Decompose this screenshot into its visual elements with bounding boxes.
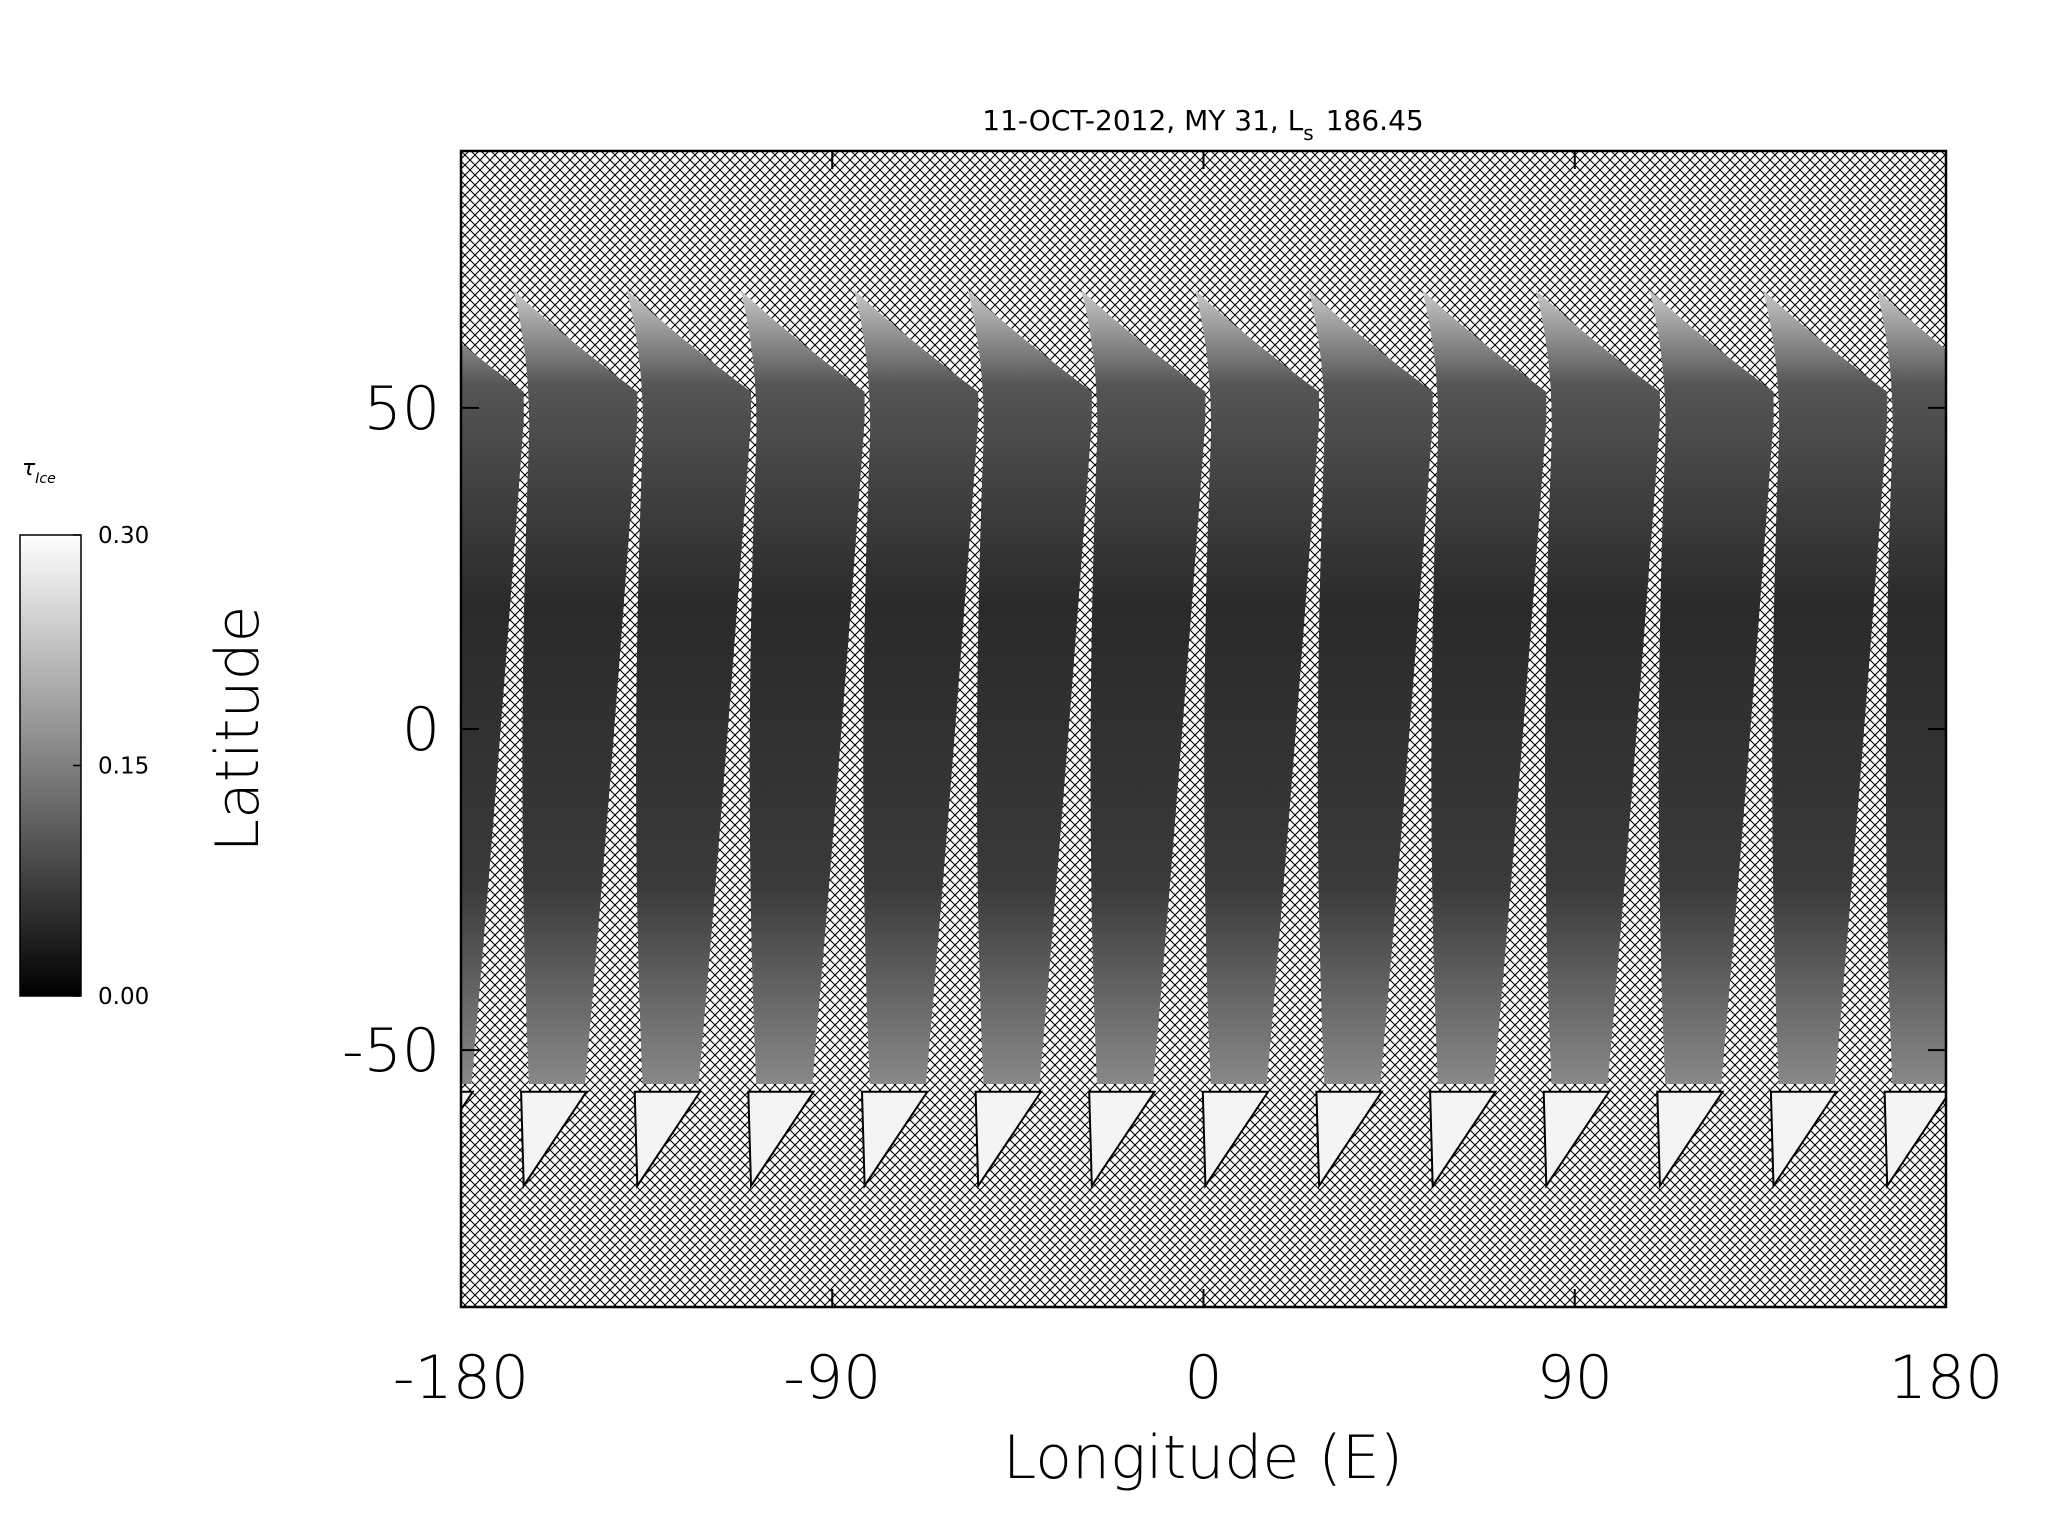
- colorbar-tick-label: 0.30: [98, 523, 149, 549]
- swath: [1195, 289, 1320, 1084]
- x-tick-label: -90: [783, 1343, 881, 1413]
- polar-cap: [1656, 1090, 1725, 1189]
- colorbar-label: τIce: [22, 456, 56, 487]
- swath: [967, 289, 1092, 1084]
- y-tick-label: 50: [364, 374, 440, 444]
- swath: [1535, 289, 1660, 1084]
- title-sub: s: [1303, 121, 1313, 145]
- colorbar-sub: Ice: [35, 471, 55, 487]
- colorbar-tick-label: 0.00: [98, 984, 149, 1010]
- y-tick-label: 0: [402, 695, 440, 765]
- x-axis-label: Longitude (E): [1003, 1423, 1403, 1493]
- swath: [740, 289, 865, 1084]
- y-tick-label: -50: [342, 1016, 440, 1086]
- polar-cap: [974, 1090, 1043, 1189]
- swath: [1308, 289, 1433, 1084]
- y-axis-label: Latitude: [203, 606, 273, 853]
- swath: [1422, 289, 1547, 1084]
- x-tick-label: 180: [1889, 1343, 2004, 1413]
- x-tick-label: -180: [393, 1343, 529, 1413]
- polar-cap: [1429, 1090, 1498, 1189]
- swath: [1649, 289, 1774, 1084]
- swaths: [461, 289, 2048, 1189]
- polar-cap: [1201, 1090, 1270, 1189]
- swath: [626, 289, 751, 1084]
- title-tail: 186.45: [1326, 104, 1424, 137]
- polar-cap: [1315, 1090, 1384, 1189]
- polar-cap: [1542, 1090, 1611, 1189]
- swath: [1990, 290, 2048, 1084]
- x-tick-label: 90: [1537, 1343, 1613, 1413]
- swath: [1876, 289, 1946, 1084]
- colorbar-symbol: τ: [22, 456, 36, 481]
- polar-cap: [520, 1090, 589, 1189]
- polar-cap: [747, 1090, 816, 1189]
- swath: [461, 343, 524, 1084]
- chart-title: 11-OCT-2012, MY 31, Ls 186.45: [982, 104, 1423, 145]
- polar-cap: [1998, 1092, 2048, 1186]
- swath: [1081, 289, 1206, 1084]
- title-main: 11-OCT-2012, MY 31, L: [982, 104, 1303, 137]
- colorbar-tick-label: 0.15: [98, 754, 149, 780]
- polar-cap: [1769, 1090, 1839, 1189]
- swath: [854, 289, 979, 1084]
- polar-cap: [461, 1090, 475, 1112]
- x-tick-label: 0: [1184, 1343, 1222, 1413]
- polar-cap: [633, 1090, 702, 1189]
- polar-cap: [860, 1090, 930, 1189]
- polar-cap: [1883, 1090, 1946, 1189]
- swath: [1763, 289, 1888, 1084]
- swath: [513, 289, 638, 1084]
- colorbar: [19, 534, 82, 997]
- polar-cap: [1088, 1090, 1157, 1189]
